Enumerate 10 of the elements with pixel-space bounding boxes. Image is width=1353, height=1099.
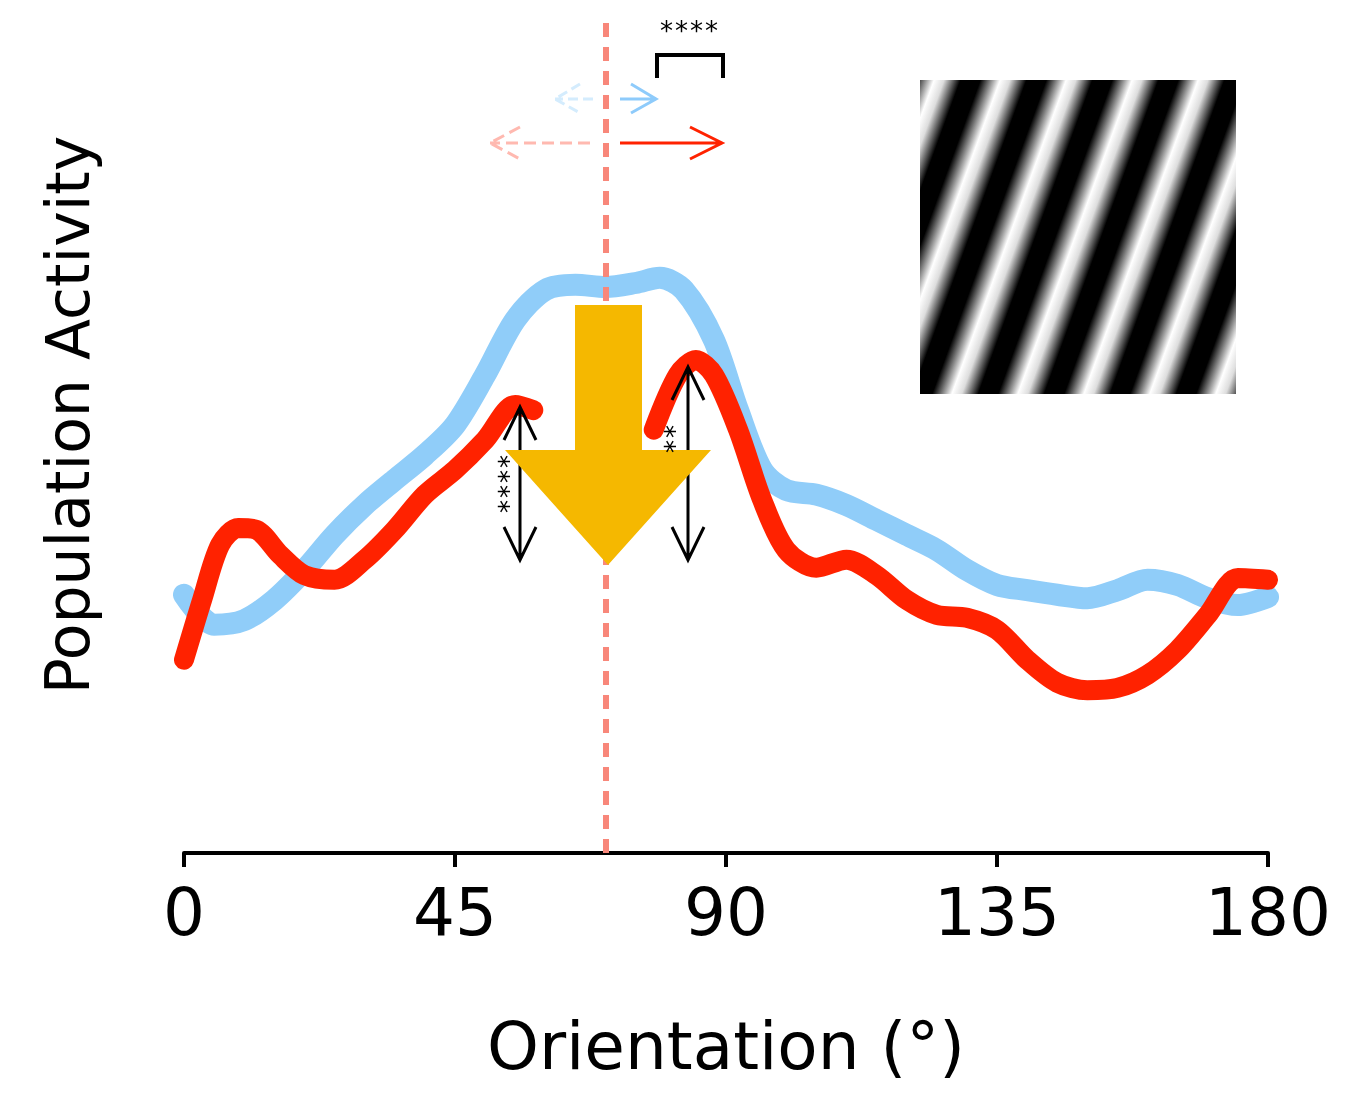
x-tick-label: 90 [684, 873, 768, 951]
annotation: **** [483, 455, 514, 515]
x-tick-label: 0 [163, 873, 205, 951]
text: **** [660, 15, 720, 46]
x-tick-label: 180 [1205, 873, 1331, 951]
x-axis-title: Orientation (°) [486, 1007, 966, 1085]
x-tick-label: 45 [413, 873, 497, 951]
y-axis-title: Population Activity [33, 135, 103, 695]
annotation: ** [649, 425, 680, 455]
x-tick-label: 135 [934, 873, 1060, 951]
